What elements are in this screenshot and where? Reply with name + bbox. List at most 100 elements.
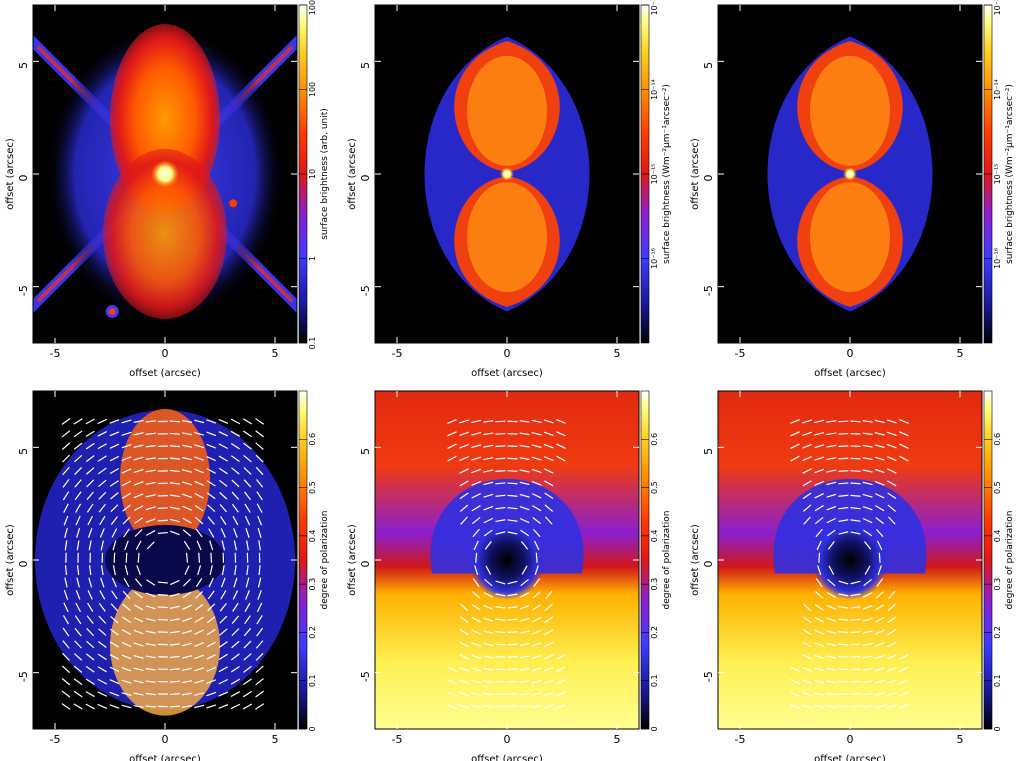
polarization-vector xyxy=(230,443,240,450)
field-star xyxy=(229,199,238,208)
x-tick-label: 5 xyxy=(957,347,964,360)
field-star xyxy=(105,304,119,318)
polarization-vector xyxy=(887,480,897,487)
colorbar-tick-label: 0.1 xyxy=(308,337,317,350)
colorbar-tick-label: 0.6 xyxy=(308,433,317,446)
polarization-vector xyxy=(111,590,118,600)
x-axis-label: offset (arcsec) xyxy=(129,368,201,379)
colorbar-tick-label: 0.1 xyxy=(650,674,659,687)
polarization-vector xyxy=(243,467,252,475)
polarization-vector xyxy=(170,530,180,536)
polarization-vector xyxy=(544,492,554,500)
polarization-vector xyxy=(169,605,180,609)
polarization-vector xyxy=(850,580,861,585)
polarization-vector xyxy=(471,480,482,486)
colorbar-tick-label: 10⁻¹³ xyxy=(993,0,1002,15)
polarization-vector xyxy=(195,528,203,538)
polarization-vector xyxy=(814,505,824,512)
polarization-vector xyxy=(531,616,542,623)
polarization-vector xyxy=(258,565,261,576)
polarization-vector xyxy=(495,668,506,671)
polarization-vector xyxy=(519,692,530,696)
polarization-vector xyxy=(533,578,541,587)
polarization-vector xyxy=(531,468,542,474)
polarization-vector xyxy=(471,505,481,512)
polarization-vector xyxy=(519,667,530,671)
polarization-vector xyxy=(862,630,873,634)
polarization-vector xyxy=(87,515,94,526)
polarization-vector xyxy=(112,540,117,551)
colorbar-tick-label: 10⁻¹⁶ xyxy=(650,248,659,269)
central-star xyxy=(500,167,514,181)
polarization-vector xyxy=(133,680,144,684)
polarization-vector xyxy=(194,603,204,611)
polarization-vector xyxy=(862,420,873,423)
polarization-vector xyxy=(899,679,909,685)
polarization-vector xyxy=(886,443,897,449)
polarization-vector xyxy=(495,643,506,646)
polarization-vector xyxy=(814,642,825,647)
polarization-vector xyxy=(850,631,861,634)
colorbar-tick-label: 10⁻¹⁴ xyxy=(993,79,1002,100)
polarization-vector xyxy=(862,592,873,598)
polarization-vector xyxy=(145,617,156,622)
polarization-vector xyxy=(483,469,494,473)
polarization-vector xyxy=(899,443,909,449)
polarization-vector xyxy=(182,493,192,499)
x-tick-label: -5 xyxy=(735,733,746,746)
colorbar-label: degree of polarization xyxy=(1005,511,1015,610)
polarization-vector xyxy=(838,668,849,671)
polarization-vector xyxy=(838,432,849,435)
central-star xyxy=(151,160,179,188)
polarization-vector xyxy=(483,517,494,524)
polarization-vector xyxy=(862,692,873,696)
y-axis-label: offset (arcsec) xyxy=(347,138,358,210)
x-tick-label: 0 xyxy=(162,347,169,360)
polarization-vector xyxy=(803,516,811,525)
polarization-vector xyxy=(243,653,252,661)
polarization-vector xyxy=(495,618,506,621)
polarization-vector xyxy=(255,640,264,649)
polarization-vector xyxy=(447,679,457,685)
polarization-vector xyxy=(544,504,554,512)
polarization-vector xyxy=(471,468,482,474)
polarization-vector xyxy=(74,479,82,488)
colorbar-tick-label: 10⁻¹⁵ xyxy=(993,164,1002,185)
polarization-vector xyxy=(218,418,229,424)
polarization-vector xyxy=(899,455,909,462)
polarization-vector xyxy=(194,468,204,474)
polarization-vector xyxy=(61,430,71,438)
polarization-vector xyxy=(862,617,873,622)
polarization-vector xyxy=(133,456,144,461)
x-tick-label: 0 xyxy=(504,733,511,746)
polarization-vector xyxy=(838,531,849,535)
polarization-vector xyxy=(838,693,849,695)
polarization-vector xyxy=(826,667,837,671)
polarization-vector xyxy=(109,654,120,660)
polarization-vector xyxy=(802,616,812,624)
polarization-vector xyxy=(802,504,812,512)
polarization-vector xyxy=(543,704,554,709)
polarization-vector xyxy=(802,480,812,487)
polarization-vector xyxy=(86,479,95,488)
polarization-vector xyxy=(826,705,837,708)
polarization-vector xyxy=(100,577,105,588)
polarization-vector xyxy=(556,704,566,709)
polarization-vector xyxy=(876,578,884,587)
polarization-vector xyxy=(838,482,849,485)
polarization-vector xyxy=(145,692,156,696)
polarization-vector xyxy=(133,493,144,499)
polarization-vector xyxy=(207,504,216,512)
polarization-vector xyxy=(471,704,482,709)
polarization-vector xyxy=(887,516,896,525)
polarization-vector xyxy=(73,454,83,463)
polarization-vector xyxy=(109,431,120,437)
polarization-vector xyxy=(875,505,885,512)
polarization-vector xyxy=(531,704,542,709)
polarization-vector xyxy=(182,630,192,635)
polarization-vector xyxy=(802,431,813,437)
polarization-vector xyxy=(471,667,482,672)
polarization-vector xyxy=(122,603,131,611)
polarization-vector xyxy=(181,456,193,461)
polarization-vector xyxy=(233,577,238,588)
